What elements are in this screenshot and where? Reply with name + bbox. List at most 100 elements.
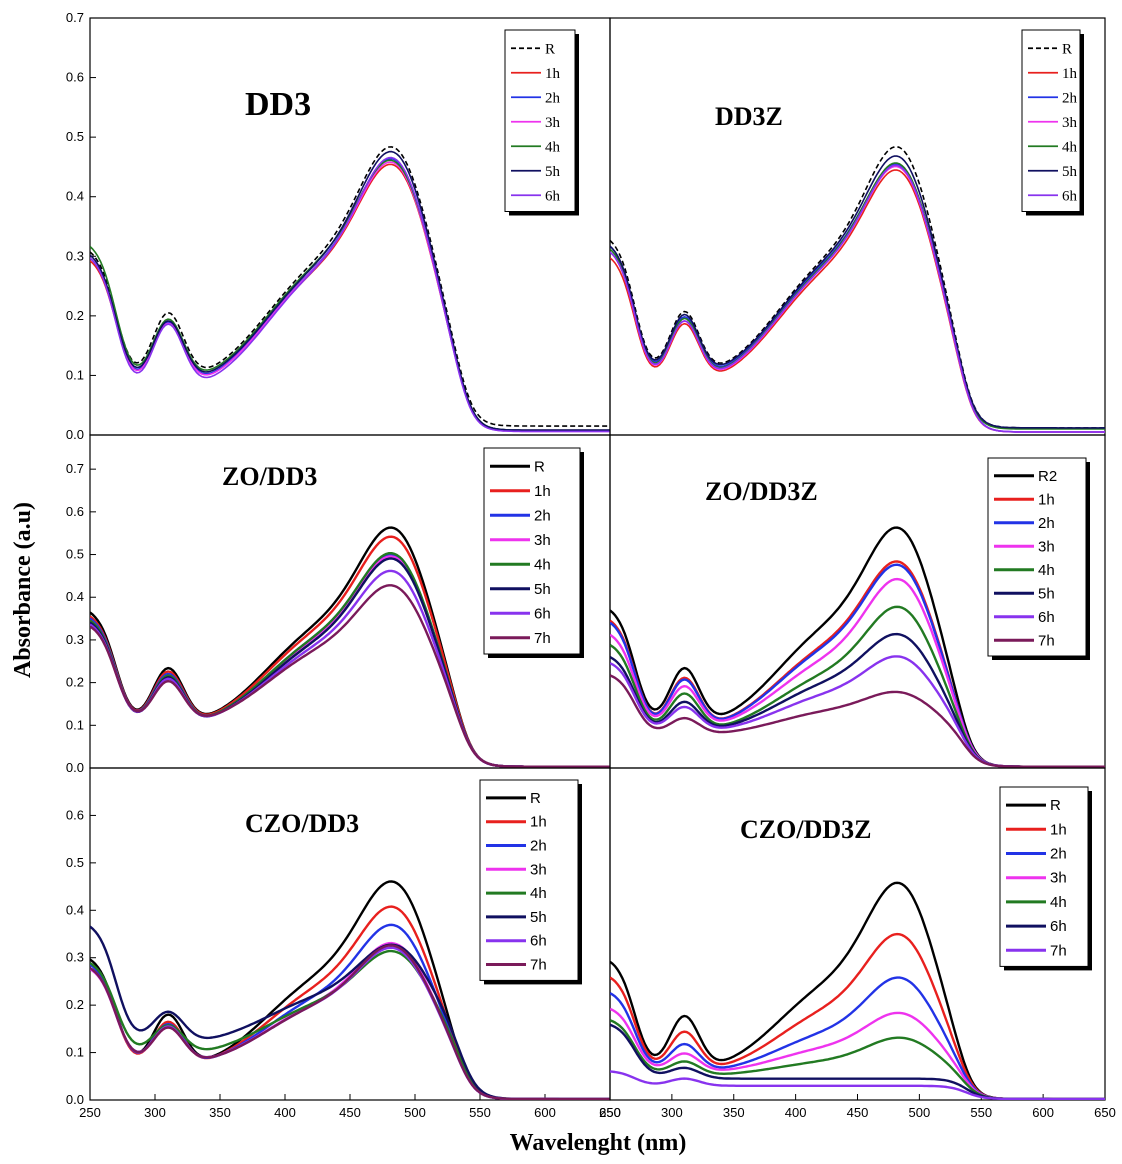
x-tick-label: 450 [339,1105,361,1120]
y-tick-label: 0.4 [66,589,84,604]
y-tick-label: 0.6 [66,504,84,519]
legend-label: 2h [545,90,561,106]
legend-label: 6h [1062,188,1078,204]
legend-label: 3h [1038,538,1055,555]
y-tick-label: 0.3 [66,248,84,263]
y-tick-label: 0.0 [66,760,84,775]
chart-panel: 0.0 0.1 0.2 0.3 0.4 0.5 0.6 0.7 DD3 R 1h 2h 3h 4h 5h 6h [66,10,611,442]
y-tick-label: 0.7 [66,10,84,25]
legend-label: 4h [1050,894,1067,911]
legend-label: 5h [1062,164,1078,180]
series-line-2h [610,976,1105,1100]
panel-title: CZO/DD3 [245,809,359,838]
series-line-6h [90,156,610,433]
legend: R 1h 2h 3h 4h 5h 6h [504,29,579,216]
x-tick-label: 600 [1032,1105,1054,1120]
x-tick-label: 650 [599,1105,621,1120]
legend-label: 7h [530,957,547,974]
y-tick-label: 0.1 [66,1045,84,1060]
series-line-R [90,146,610,427]
legend-label: 4h [1062,139,1078,155]
legend-label: R [1062,41,1072,57]
legend-label: 3h [545,115,561,131]
y-tick-label: 0.0 [66,1092,84,1107]
series-group [90,526,610,768]
legend-label: 6h [545,188,561,204]
legend-label: 5h [545,164,561,180]
series-line-6h [610,655,1105,768]
y-tick-label: 0.5 [66,129,84,144]
chart-panel: 0.0 0.1 0.2 0.3 0.4 0.5 0.6 250 300 350 400 450 500 5… [66,767,621,1120]
x-tick-label: 400 [274,1105,296,1120]
x-tick-label: 600 [534,1105,556,1120]
panel-title: DD3 [245,86,311,123]
legend-box [504,29,576,212]
legend-label: R [530,790,541,807]
legend-label: 1h [1038,491,1055,508]
legend-label: R2 [1038,468,1057,485]
panel-title: ZO/DD3Z [705,477,818,506]
legend-label: 1h [1050,821,1067,838]
series-line-7h [90,584,610,768]
series-line-6h [610,164,1105,433]
x-tick-label: 350 [723,1105,745,1120]
chart-panel: ZO/DD3Z R2 1h 2h 3h 4h 5h 6h 7h [609,434,1106,769]
series-line-4h [610,162,1105,430]
series-line-7h [610,674,1105,768]
y-tick-label: 0.4 [66,902,84,917]
x-tick-label: 450 [847,1105,869,1120]
legend: R 1h 2h 3h 4h 5h 6h [1021,29,1084,216]
legend-label: 7h [1038,632,1055,649]
legend-label: 3h [1062,115,1078,131]
x-tick-label: 250 [599,1105,621,1120]
x-tick-label: 550 [970,1105,992,1120]
legend-label: 1h [530,814,547,831]
series-group [90,146,610,433]
series-group [610,526,1105,768]
x-axis-label: Wavelenght (nm) [510,1130,687,1156]
series-line-7h [90,944,610,1100]
legend-label: 7h [1050,942,1067,959]
legend-label: 4h [545,139,561,155]
y-tick-label: 0.5 [66,855,84,870]
legend-label: 5h [534,581,551,598]
x-tick-label: 550 [469,1105,491,1120]
legend-label: 3h [1050,870,1067,887]
y-tick-label: 0.1 [66,717,84,732]
chart-panel: DD3Z R 1h 2h 3h 4h 5h 6h [609,17,1106,436]
series-group [90,880,610,1100]
x-tick-label: 500 [909,1105,931,1120]
legend-label: 1h [1062,66,1078,82]
x-tick-label: 500 [404,1105,426,1120]
x-tick-label: 350 [209,1105,231,1120]
legend: R 1h 2h 3h 4h 5h 6h 7h [483,447,584,658]
panel-title: CZO/DD3Z [740,815,871,844]
legend-box [1021,29,1081,212]
legend-label: 6h [1050,918,1067,935]
x-tick-label: 300 [144,1105,166,1120]
series-line-7h [610,1070,1105,1100]
legend-label: R [534,458,545,475]
legend-label: 6h [1038,609,1055,626]
legend-label: 2h [534,507,551,524]
legend-label: 4h [534,556,551,573]
legend-label: 6h [534,605,551,622]
chart-panel: 250 300 350 400 450 500 550 600 650 CZO/DD3Z R 1h 2h… [599,767,1116,1120]
y-tick-label: 0.5 [66,547,84,562]
legend: R 1h 2h 3h 4h 5h 6h 7h [479,779,582,985]
y-tick-label: 0.2 [66,308,84,323]
x-tick-label: 400 [785,1105,807,1120]
series-line-5h [90,150,610,431]
legend-label: 7h [534,630,551,647]
chart-panel: 0.0 0.1 0.2 0.3 0.4 0.5 0.6 0.7 ZO/DD3 R 1h 2h 3h 4h 5… [66,434,611,775]
series-group [610,881,1105,1100]
y-tick-label: 0.1 [66,367,84,382]
series-line-5h [610,155,1105,429]
y-axis-label: Absorbance (a.u) [10,502,36,678]
y-tick-label: 0.6 [66,70,84,85]
x-tick-label: 250 [79,1105,101,1120]
legend-label: R [545,41,555,57]
y-tick-label: 0.2 [66,675,84,690]
legend-box [483,447,581,655]
y-tick-label: 0.3 [66,950,84,965]
